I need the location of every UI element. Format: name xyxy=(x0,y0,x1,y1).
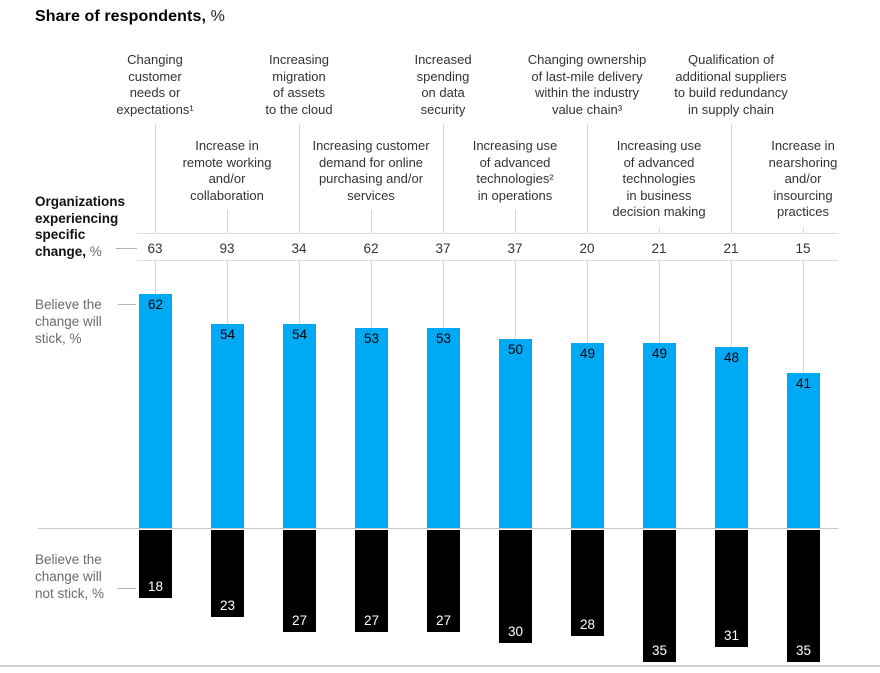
page-bottom-border xyxy=(0,665,880,667)
leader-line xyxy=(155,124,156,233)
experiencing-value: 63 xyxy=(147,241,163,256)
experiencing-value: 37 xyxy=(507,241,523,256)
values-band-top-rule xyxy=(137,233,838,234)
stick-bar: 54 xyxy=(283,324,316,528)
experiencing-value: 21 xyxy=(723,241,739,256)
leader-line xyxy=(371,210,372,233)
row-label-stick: Believe the change will stick, % xyxy=(35,297,102,346)
column-header: Increasing use of advanced technologies²… xyxy=(472,138,558,203)
org-label-connector-line xyxy=(116,248,137,249)
stick-bar: 50 xyxy=(499,339,532,528)
stick-bar: 41 xyxy=(787,373,820,528)
stick-bar-value: 53 xyxy=(435,331,452,346)
stick-bar-value: 62 xyxy=(147,297,164,312)
leader-line xyxy=(515,210,516,233)
stick-bar-value: 54 xyxy=(219,327,236,342)
not-stick-bar: 27 xyxy=(283,530,316,632)
stick-bar: 53 xyxy=(355,328,388,528)
leader-line xyxy=(443,261,444,328)
leader-line xyxy=(731,124,732,233)
column-header: Qualification of additional suppliers to… xyxy=(674,52,788,117)
experiencing-value: 37 xyxy=(435,241,451,256)
column-header: Increasing customer demand for online pu… xyxy=(312,138,430,203)
column-header: Increasing migration of assets to the cl… xyxy=(265,52,333,117)
leader-line xyxy=(587,124,588,233)
stick-bar: 53 xyxy=(427,328,460,528)
not-stick-bar-value: 28 xyxy=(579,617,596,632)
stick-bar: 49 xyxy=(571,343,604,528)
leader-line xyxy=(299,261,300,324)
leader-line xyxy=(227,210,228,233)
stick-bar-value: 49 xyxy=(579,346,596,361)
leader-line xyxy=(515,261,516,339)
stick-bar: 54 xyxy=(211,324,244,528)
values-band-bottom-rule xyxy=(137,260,838,261)
column-header: Increased spending on data security xyxy=(414,52,472,117)
stick-label-connector-line xyxy=(118,304,136,305)
row-label-not-stick: Believe the change will not stick, % xyxy=(35,552,105,601)
stick-bar-value: 50 xyxy=(507,342,524,357)
stick-bar-value: 53 xyxy=(363,331,380,346)
column-header: Increase in remote working and/or collab… xyxy=(182,138,272,203)
not-stick-bar: 27 xyxy=(355,530,388,632)
experiencing-value: 15 xyxy=(795,241,811,256)
row-label-organizations-text: Organizations experiencing specific chan… xyxy=(35,194,126,259)
not-stick-bar-value: 35 xyxy=(795,643,812,658)
stick-bar-value: 49 xyxy=(651,346,668,361)
column-header: Increase in nearshoring and/or insourcin… xyxy=(768,138,838,219)
column-header: Changing ownership of last-mile delivery… xyxy=(527,52,647,117)
stick-bar: 62 xyxy=(139,294,172,528)
column-header: Increasing use of advanced technologies … xyxy=(612,138,706,219)
leader-line xyxy=(587,261,588,343)
not-stick-bar: 23 xyxy=(211,530,244,617)
leader-line xyxy=(803,227,804,233)
row-label-organizations-unit: % xyxy=(86,243,102,259)
not-stick-label-connector-line xyxy=(118,588,136,589)
experiencing-value: 93 xyxy=(219,241,235,256)
not-stick-bar: 27 xyxy=(427,530,460,632)
stick-bar: 49 xyxy=(643,343,676,528)
not-stick-bar-value: 18 xyxy=(147,579,164,594)
experiencing-value: 21 xyxy=(651,241,667,256)
zero-baseline xyxy=(38,528,838,529)
not-stick-bar-value: 27 xyxy=(363,613,380,628)
title-main: Share of respondents, xyxy=(35,8,207,25)
stick-bar-value: 41 xyxy=(795,376,812,391)
not-stick-bar: 18 xyxy=(139,530,172,598)
not-stick-bar-value: 30 xyxy=(507,624,524,639)
not-stick-bar-value: 31 xyxy=(723,628,740,643)
row-label-organizations: Organizations experiencing specific chan… xyxy=(35,194,145,260)
leader-line xyxy=(731,261,732,347)
experiencing-value: 34 xyxy=(291,241,307,256)
not-stick-bar: 31 xyxy=(715,530,748,647)
leader-line xyxy=(371,261,372,328)
stick-bar-value: 48 xyxy=(723,350,740,365)
experiencing-value: 20 xyxy=(579,241,595,256)
stick-bar: 48 xyxy=(715,347,748,528)
not-stick-bar-value: 23 xyxy=(219,598,236,613)
page-title: Share of respondents, % xyxy=(35,8,225,26)
leader-line xyxy=(227,261,228,324)
not-stick-bar: 35 xyxy=(787,530,820,662)
leader-line xyxy=(659,227,660,233)
leader-line xyxy=(803,261,804,373)
not-stick-bar: 35 xyxy=(643,530,676,662)
not-stick-bar-value: 27 xyxy=(435,613,452,628)
leader-line xyxy=(443,124,444,233)
stick-bar-value: 54 xyxy=(291,327,308,342)
title-unit: % xyxy=(206,8,225,25)
not-stick-bar-value: 35 xyxy=(651,643,668,658)
not-stick-bar: 28 xyxy=(571,530,604,636)
column-header: Changing customer needs or expectations¹ xyxy=(116,52,194,117)
not-stick-bar: 30 xyxy=(499,530,532,643)
not-stick-bar-value: 27 xyxy=(291,613,308,628)
leader-line xyxy=(659,261,660,343)
experiencing-value: 62 xyxy=(363,241,379,256)
leader-line xyxy=(155,261,156,294)
leader-line xyxy=(299,124,300,233)
